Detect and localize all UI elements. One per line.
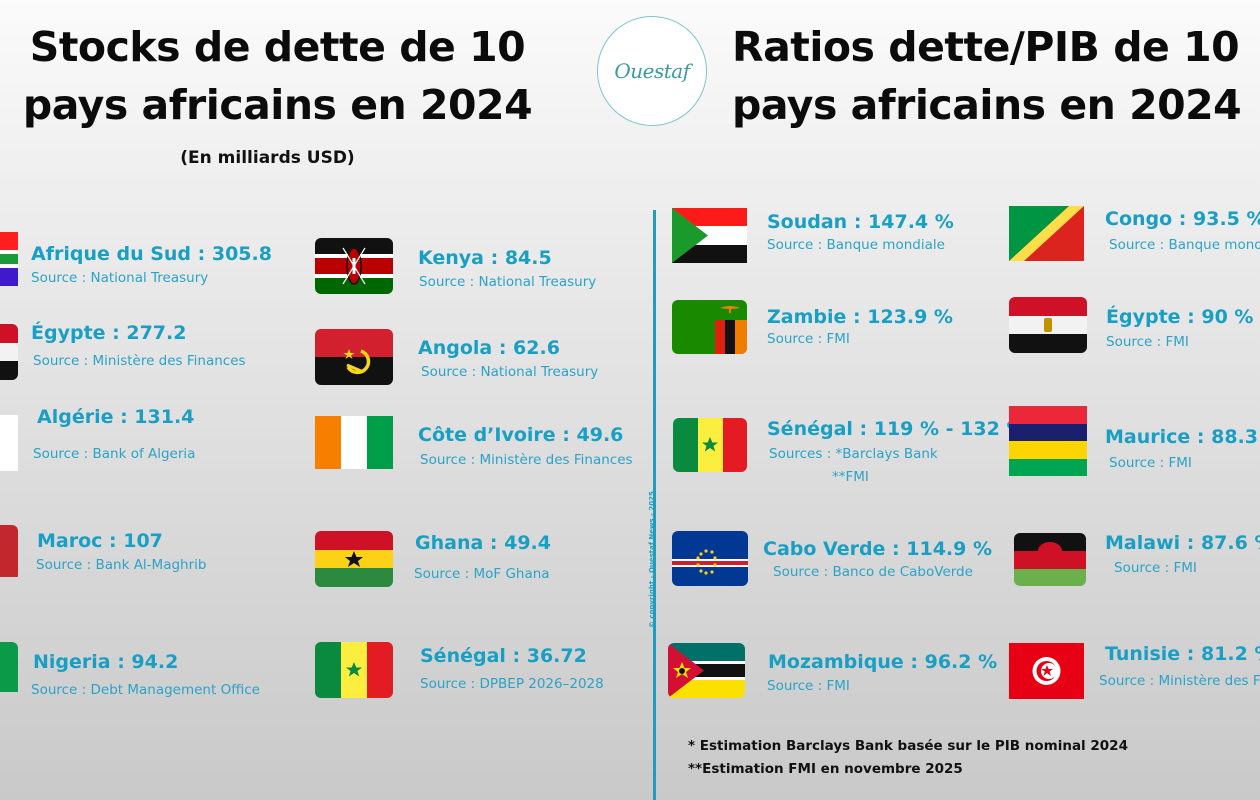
left-subtitle: (En milliards USD) bbox=[180, 148, 355, 168]
zambia-flag-icon bbox=[672, 300, 747, 354]
country-value: Côte d’Ivoire : 49.6 bbox=[418, 424, 624, 446]
country-value: Angola : 62.6 bbox=[418, 337, 560, 359]
source-text: Sources : *Barclays Bank bbox=[769, 446, 938, 462]
source-text: Source : Banque mondiale bbox=[767, 237, 945, 253]
source-text: Source : FMI bbox=[767, 678, 850, 694]
right-title-line2: pays africains en 2024 bbox=[732, 81, 1242, 129]
source-text: Source : Banco de CaboVerde bbox=[773, 564, 973, 580]
source-text: Source : Ministère des Finances bbox=[420, 452, 633, 468]
source-text-secondary: **FMI bbox=[832, 469, 869, 485]
south-africa-flag-icon bbox=[0, 232, 18, 286]
mozambique-flag-icon bbox=[668, 643, 745, 698]
country-value: Soudan : 147.4 % bbox=[767, 211, 954, 233]
algeria-flag-icon bbox=[0, 415, 18, 471]
country-value: Maurice : 88.3 % bbox=[1105, 426, 1260, 448]
logo-text: Ouestaf bbox=[614, 59, 690, 83]
country-value: Malawi : 87.6 % bbox=[1105, 532, 1260, 554]
source-text: Source : Ministère des Finances bbox=[33, 353, 246, 369]
senegal-flag-icon bbox=[315, 642, 393, 698]
ghana-flag-icon bbox=[315, 531, 393, 587]
country-value: Ghana : 49.4 bbox=[415, 532, 551, 554]
source-text: Source : MoF Ghana bbox=[414, 566, 550, 582]
right-title: Ratios dette/PIB de 10 pays africains en… bbox=[732, 18, 1242, 134]
sudan-flag-icon bbox=[672, 208, 747, 263]
country-value: Afrique du Sud : 305.8 bbox=[31, 243, 272, 265]
morocco-flag-icon bbox=[0, 525, 18, 581]
source-text: Source : Ministère des Finances bbox=[1099, 673, 1260, 689]
source-text: Source : National Treasury bbox=[31, 270, 209, 286]
malawi-flag-icon bbox=[1014, 533, 1086, 586]
angola-flag-icon bbox=[315, 329, 393, 385]
kenya-flag-icon bbox=[315, 238, 393, 294]
ouestaf-logo: Ouestaf bbox=[597, 16, 707, 126]
country-value: Kenya : 84.5 bbox=[418, 247, 552, 269]
country-value: Algérie : 131.4 bbox=[37, 406, 195, 428]
source-text: Source : Debt Management Office bbox=[31, 682, 260, 698]
country-value: Zambie : 123.9 % bbox=[767, 306, 953, 328]
source-text: Source : National Treasury bbox=[419, 274, 597, 290]
cabo-verde-flag-icon bbox=[672, 531, 748, 586]
source-text: Source : FMI bbox=[1109, 455, 1192, 471]
egypt-flag-icon bbox=[1009, 297, 1087, 353]
copyright-text: © copyright - Ouestaf News - 2025 bbox=[648, 491, 656, 628]
country-value: Égypte : 90 % bbox=[1106, 306, 1254, 328]
country-value: Tunisie : 81.2 % bbox=[1105, 643, 1260, 665]
tunisia-flag-icon bbox=[1009, 643, 1084, 699]
source-text: Source : Bank of Algeria bbox=[33, 446, 196, 462]
country-value: Mozambique : 96.2 % bbox=[768, 651, 998, 673]
country-value: Maroc : 107 bbox=[37, 530, 163, 552]
column-divider bbox=[653, 210, 656, 800]
cote-divoire-flag-icon bbox=[315, 416, 393, 472]
country-value: Nigeria : 94.2 bbox=[33, 651, 179, 673]
source-text: Source : Bank Al-Maghrib bbox=[36, 557, 207, 573]
left-title-line2: pays africains en 2024 bbox=[22, 81, 533, 129]
nigeria-flag-icon bbox=[0, 642, 18, 698]
source-text: Source : FMI bbox=[1106, 334, 1189, 350]
mauritius-flag-icon bbox=[1009, 406, 1087, 476]
country-value: Sénégal : 36.72 bbox=[420, 645, 587, 667]
right-title-line1: Ratios dette/PIB de 10 bbox=[732, 23, 1240, 71]
senegal-flag-icon bbox=[673, 418, 747, 472]
source-text: Source : DPBEP 2026–2028 bbox=[420, 676, 604, 692]
footnote-fmi: **Estimation FMI en novembre 2025 bbox=[688, 761, 963, 777]
footnote-barclays: * Estimation Barclays Bank basée sur le … bbox=[688, 738, 1128, 754]
left-title-line1: Stocks de dette de 10 bbox=[29, 23, 526, 71]
country-value: Cabo Verde : 114.9 % bbox=[763, 538, 993, 560]
country-value: Égypte : 277.2 bbox=[31, 322, 187, 344]
source-text: Source : FMI bbox=[767, 331, 850, 347]
source-text: Source : FMI bbox=[1114, 560, 1197, 576]
source-text: Source : National Treasury bbox=[421, 364, 599, 380]
congo-flag-icon bbox=[1009, 206, 1084, 261]
country-value: Congo : 93.5 % bbox=[1105, 208, 1260, 230]
country-value: Sénégal : 119 % - 132 % bbox=[767, 418, 1026, 440]
egypt-flag-icon bbox=[0, 324, 18, 380]
left-title: Stocks de dette de 10 pays africains en … bbox=[0, 18, 555, 134]
source-text: Source : Banque mondiale bbox=[1109, 237, 1260, 253]
